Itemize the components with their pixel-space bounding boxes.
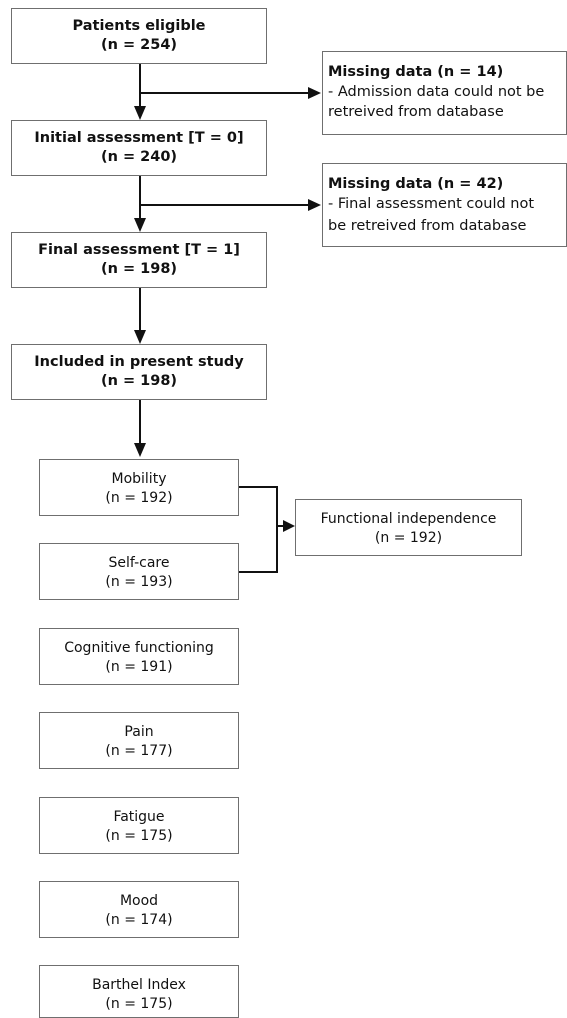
initial-assessment-title: Initial assessment [T = 0] <box>34 130 244 146</box>
arrowhead-missing-data-1 <box>308 87 321 99</box>
fatigue-box: Fatigue (n = 175) <box>39 797 239 854</box>
fatigue-count: (n = 175) <box>105 828 173 844</box>
mobility-box: Mobility (n = 192) <box>39 459 239 516</box>
barthel-index-count: (n = 175) <box>105 996 173 1012</box>
pain-count: (n = 177) <box>105 743 173 759</box>
arrowhead-initial <box>134 106 146 120</box>
final-assessment-box: Final assessment [T = 1] (n = 198) <box>11 232 267 288</box>
pain-title: Pain <box>124 724 154 740</box>
arrowhead-included <box>134 330 146 344</box>
pain-box: Pain (n = 177) <box>39 712 239 769</box>
cognitive-functioning-title: Cognitive functioning <box>64 640 214 656</box>
mood-box: Mood (n = 174) <box>39 881 239 938</box>
cognitive-functioning-count: (n = 191) <box>105 659 173 675</box>
functional-independence-count: (n = 192) <box>374 530 443 546</box>
missing-data-note-1-line-1: - Admission data could not be <box>328 84 545 100</box>
fatigue-title: Fatigue <box>113 809 165 825</box>
arrowhead-mobility <box>134 443 146 457</box>
barthel-index-title: Barthel Index <box>92 977 186 993</box>
cognitive-functioning-box: Cognitive functioning (n = 191) <box>39 628 239 685</box>
missing-data-note-2-line-2: be retreived from database <box>328 218 527 234</box>
barthel-index-box: Barthel Index (n = 175) <box>39 965 239 1018</box>
mobility-count: (n = 192) <box>105 490 173 506</box>
patients-eligible-count: (n = 254) <box>100 37 178 53</box>
self-care-title: Self-care <box>108 555 170 571</box>
missing-data-note-2-title: Missing data (n = 42) <box>328 176 504 192</box>
self-care-count: (n = 193) <box>105 574 173 590</box>
functional-independence-box: Functional independence (n = 192) <box>295 499 522 556</box>
final-assessment-count: (n = 198) <box>100 261 178 277</box>
arrowhead-functional-independence <box>283 520 295 532</box>
mobility-title: Mobility <box>111 471 167 487</box>
missing-data-note-1: Missing data (n = 14) - Admission data c… <box>322 51 567 135</box>
connector-mobility-selfcare-merge <box>239 486 278 573</box>
patients-eligible-box: Patients eligible (n = 254) <box>11 8 267 64</box>
missing-data-note-2: Missing data (n = 42) - Final assessment… <box>322 163 567 247</box>
patients-eligible-title: Patients eligible <box>72 18 206 34</box>
included-study-box: Included in present study (n = 198) <box>11 344 267 400</box>
included-study-title: Included in present study <box>34 354 244 370</box>
missing-data-note-1-line-2: retreived from database <box>328 104 504 120</box>
functional-independence-title: Functional independence <box>320 511 497 527</box>
final-assessment-title: Final assessment [T = 1] <box>38 242 240 258</box>
missing-data-note-1-title: Missing data (n = 14) <box>328 64 504 80</box>
initial-assessment-box: Initial assessment [T = 0] (n = 240) <box>11 120 267 176</box>
included-study-count: (n = 198) <box>100 373 178 389</box>
arrowhead-final <box>134 218 146 232</box>
mood-count: (n = 174) <box>105 912 173 928</box>
missing-data-note-2-line-1: - Final assessment could not <box>328 196 535 212</box>
initial-assessment-count: (n = 240) <box>100 149 178 165</box>
mood-title: Mood <box>119 893 159 909</box>
arrowhead-missing-data-2 <box>308 199 321 211</box>
self-care-box: Self-care (n = 193) <box>39 543 239 600</box>
